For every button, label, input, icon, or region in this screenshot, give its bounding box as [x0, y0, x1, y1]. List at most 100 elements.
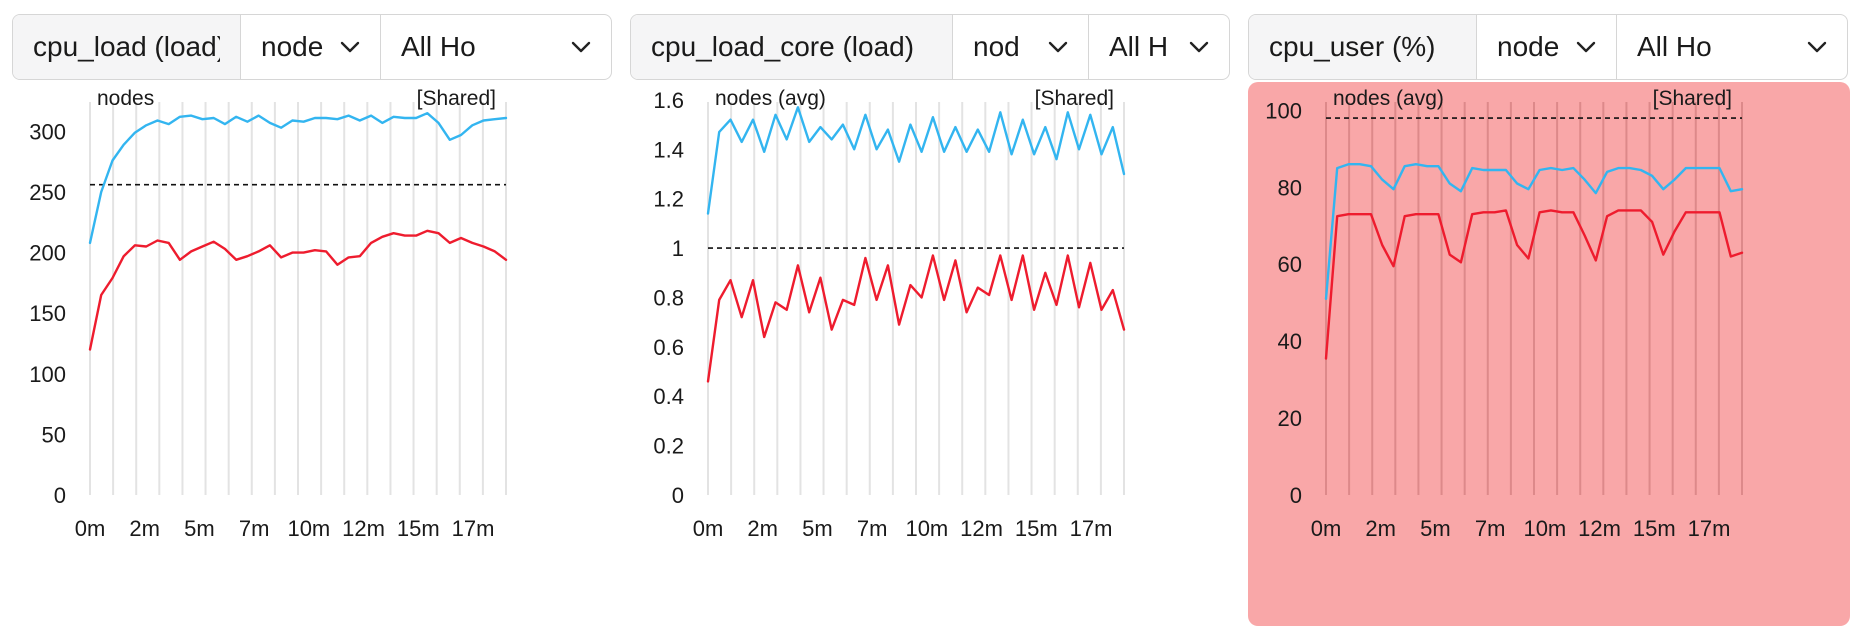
chart-area[interactable]: nodes [Shared] 0 50 100 150 200 250 300 0m 2m 5m 7m 1…: [12, 82, 614, 626]
y-tick-label: 60: [1278, 252, 1302, 277]
x-tick-label: 0m: [693, 516, 724, 541]
y-tick-label: 0.8: [653, 285, 684, 310]
x-tick-label: 7m: [857, 516, 888, 541]
y-tick-label: 250: [29, 180, 66, 205]
y-tick-label: 50: [42, 422, 66, 447]
x-tick-label: 17m: [1688, 516, 1731, 541]
x-tick-label: 17m: [452, 516, 495, 541]
y-tick-label: 0.2: [653, 434, 684, 459]
x-tick-label: 5m: [1420, 516, 1451, 541]
y-tick-label: 0: [1290, 483, 1302, 508]
chevron-down-icon: [1177, 41, 1209, 53]
x-tick-label: 15m: [1633, 516, 1676, 541]
x-tick-label: 10m: [905, 516, 948, 541]
chevron-down-icon: [328, 41, 360, 53]
metric-select[interactable]: cpu_load_core (load): [631, 15, 953, 79]
x-tick-label: 15m: [397, 516, 440, 541]
chevron-down-icon: [1564, 41, 1596, 53]
y-tick-label: 0.4: [653, 384, 684, 409]
series-line-0: [706, 106, 1126, 215]
metric-label: cpu_load_core (load): [651, 31, 915, 62]
chart-caption: nodes (avg): [1333, 87, 1444, 110]
group-by-select[interactable]: node: [1477, 15, 1617, 79]
x-tick-label: 2m: [1365, 516, 1396, 541]
series-line-1: [88, 229, 508, 351]
y-tick-label: 1: [672, 236, 684, 261]
line-chart: nodes (avg) [Shared] 0 20 40 60 80 100 0m 2m 5m 7m 1…: [1265, 87, 1744, 541]
y-axis: 0 50 100 150 200 250 300: [29, 119, 66, 508]
chart-caption: nodes: [97, 87, 154, 110]
hosts-select[interactable]: All Ho: [381, 15, 611, 79]
hosts-label: All Ho: [1637, 31, 1712, 62]
x-tick-label: 12m: [342, 516, 385, 541]
x-tick-label: 7m: [1475, 516, 1506, 541]
x-axis: 0m 2m 5m 7m 10m 12m 15m 17m: [75, 516, 495, 541]
x-tick-label: 0m: [75, 516, 106, 541]
hosts-label: All Ho: [401, 31, 476, 62]
y-tick-label: 100: [1265, 98, 1302, 123]
series-line-0: [88, 112, 508, 245]
y-tick-label: 80: [1278, 175, 1302, 200]
series-line-0: [1324, 162, 1744, 301]
x-axis: 0m 2m 5m 7m 10m 12m 15m 17m: [693, 516, 1113, 541]
cpu-load-panel: cpu_load (load) node All Ho nodes [Shared…: [12, 14, 614, 626]
hosts-select[interactable]: All Ho: [1617, 15, 1847, 79]
series-line-1: [706, 254, 1126, 383]
x-tick-label: 10m: [1523, 516, 1566, 541]
metric-select[interactable]: cpu_load (load): [13, 15, 241, 79]
y-tick-label: 300: [29, 119, 66, 144]
group-label: nod: [973, 31, 1020, 62]
group-by-select[interactable]: nod: [953, 15, 1089, 79]
y-tick-label: 1.6: [653, 88, 684, 113]
x-axis: 0m 2m 5m 7m 10m 12m 15m 17m: [1311, 516, 1731, 541]
panel-toolbar: cpu_load (load) node All Ho: [12, 14, 612, 80]
y-axis: 0 0.2 0.4 0.6 0.8 1 1.2 1.4 1.6: [653, 88, 684, 508]
hosts-select[interactable]: All H: [1089, 15, 1229, 79]
y-tick-label: 0: [672, 483, 684, 508]
y-tick-label: 150: [29, 301, 66, 326]
series-line-1: [1324, 209, 1744, 360]
cpu-load-core-panel: cpu_load_core (load) nod All H nodes (av…: [630, 14, 1232, 626]
y-tick-label: 1.4: [653, 137, 684, 162]
y-tick-label: 100: [29, 362, 66, 387]
grid-lines: [1325, 102, 1743, 495]
y-tick-label: 0.6: [653, 335, 684, 360]
chevron-down-icon: [559, 41, 591, 53]
y-axis: 0 20 40 60 80 100: [1265, 98, 1302, 508]
chart-caption: nodes (avg): [715, 87, 826, 110]
chart-area[interactable]: nodes (avg) [Shared] 0 0.2 0.4 0.6 0.8 1 1.2 1.4 1…: [630, 82, 1232, 626]
metric-label: cpu_user (%): [1269, 31, 1436, 62]
group-label: node: [1497, 31, 1560, 62]
chevron-down-icon: [1036, 41, 1068, 53]
y-tick-label: 200: [29, 241, 66, 266]
x-tick-label: 17m: [1070, 516, 1113, 541]
y-tick-label: 40: [1278, 329, 1302, 354]
y-tick-label: 0: [54, 483, 66, 508]
x-tick-label: 15m: [1015, 516, 1058, 541]
x-tick-label: 0m: [1311, 516, 1342, 541]
grid-lines: [89, 102, 507, 495]
metric-select[interactable]: cpu_user (%): [1249, 15, 1477, 79]
x-tick-label: 10m: [287, 516, 330, 541]
x-tick-label: 5m: [802, 516, 833, 541]
cpu-user-panel: cpu_user (%) node All Ho nodes (avg) [Sha…: [1248, 14, 1850, 626]
x-tick-label: 12m: [960, 516, 1003, 541]
group-by-select[interactable]: node: [241, 15, 381, 79]
grid-lines: [707, 102, 1125, 495]
shared-label: [Shared]: [1035, 87, 1114, 110]
x-tick-label: 2m: [129, 516, 160, 541]
panel-toolbar: cpu_load_core (load) nod All H: [630, 14, 1230, 80]
metric-label: cpu_load (load): [33, 31, 220, 62]
hosts-label: All H: [1109, 31, 1169, 62]
x-tick-label: 5m: [184, 516, 215, 541]
line-chart: nodes (avg) [Shared] 0 0.2 0.4 0.6 0.8 1 1.2 1.4 1…: [653, 87, 1126, 541]
x-tick-label: 2m: [747, 516, 778, 541]
chevron-down-icon: [1795, 41, 1827, 53]
line-chart: nodes [Shared] 0 50 100 150 200 250 300 0m 2m 5m 7m 1…: [29, 87, 508, 541]
x-tick-label: 7m: [239, 516, 270, 541]
x-tick-label: 12m: [1578, 516, 1621, 541]
group-label: node: [261, 31, 324, 62]
shared-label: [Shared]: [417, 87, 496, 110]
y-tick-label: 20: [1278, 406, 1302, 431]
chart-area[interactable]: nodes (avg) [Shared] 0 20 40 60 80 100 0m 2m 5m 7m 1…: [1248, 82, 1850, 626]
